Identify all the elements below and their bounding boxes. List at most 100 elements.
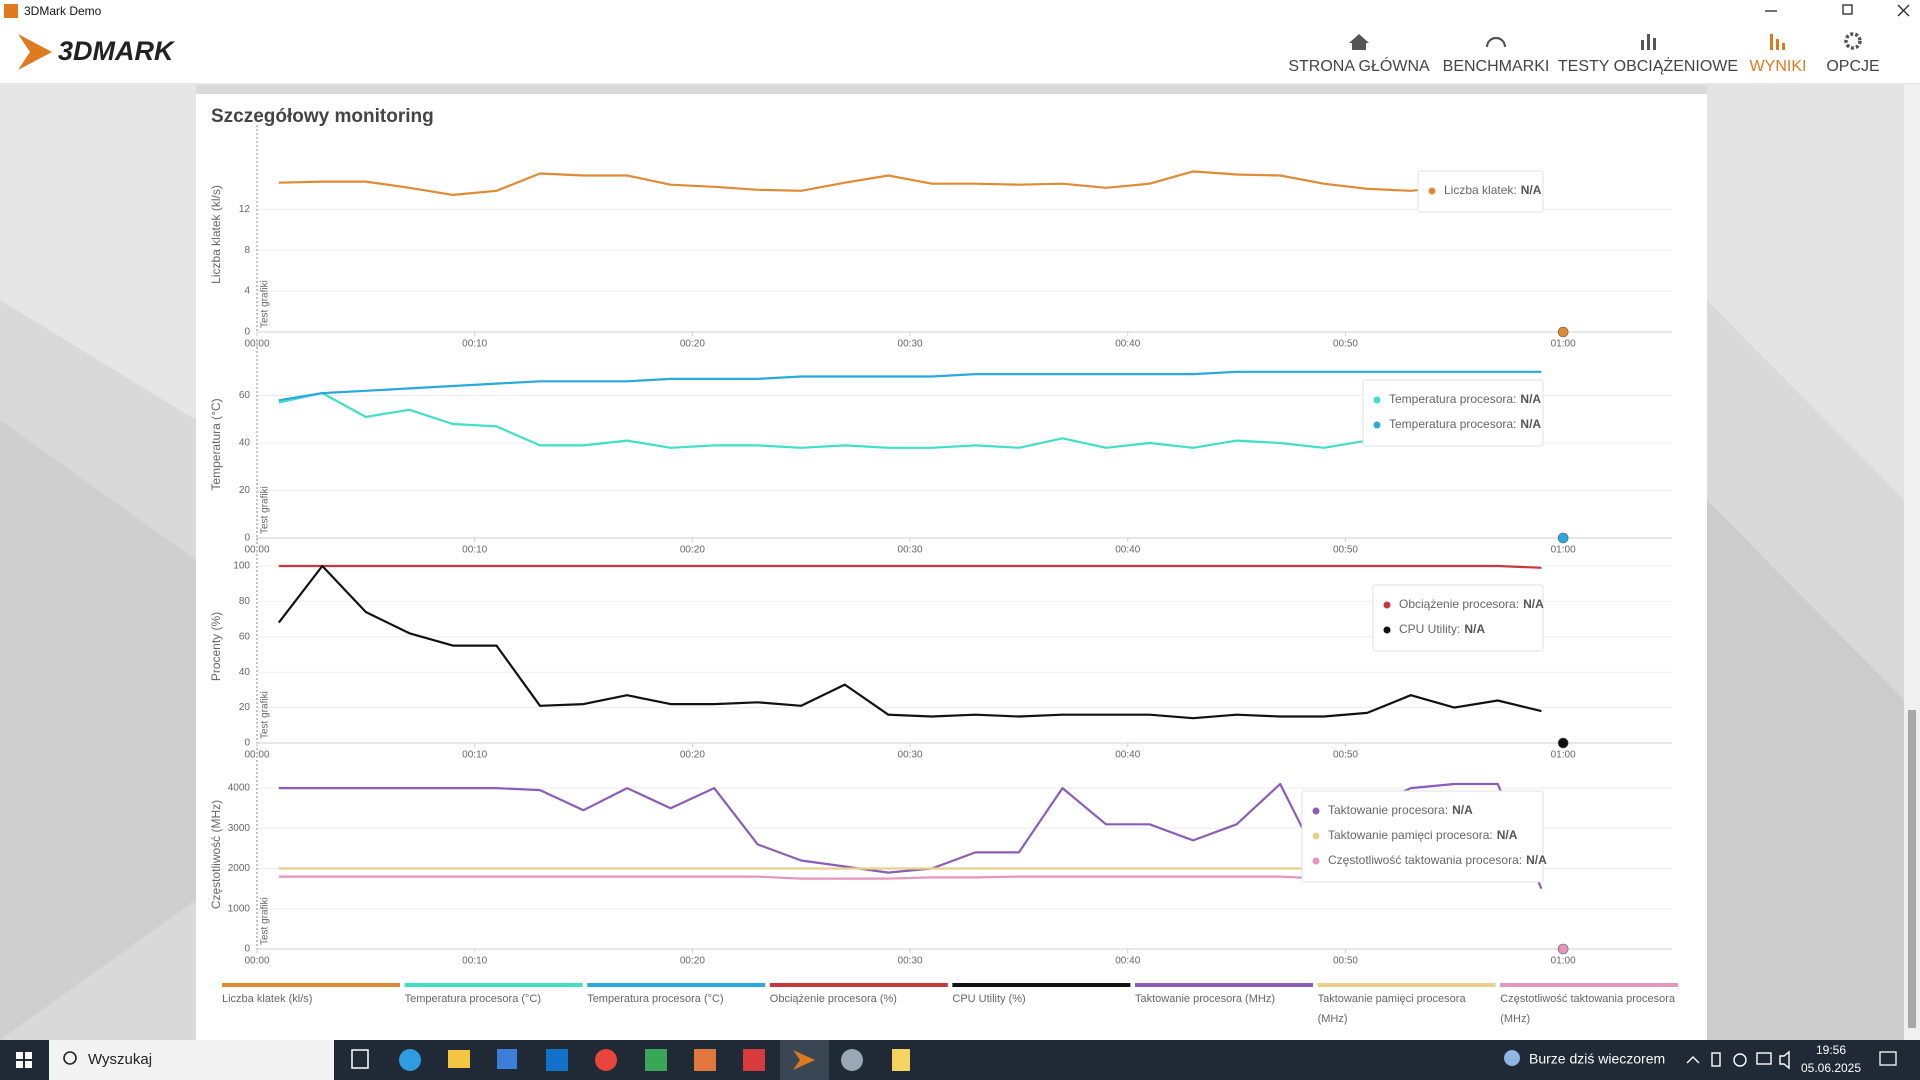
position-dot [1557, 943, 1569, 955]
logo[interactable]: 3DMARK [58, 36, 176, 66]
search-text[interactable]: Wyszukaj [88, 1051, 152, 1068]
start-tile[interactable] [25, 1061, 32, 1068]
tray-icon[interactable] [1756, 1052, 1772, 1065]
nav-item[interactable]: STRONA GŁÓWNA [1288, 56, 1430, 75]
legend-name: Temperatura procesora: [1389, 392, 1516, 406]
legend-entry: CPU Utility: N/A [1399, 622, 1485, 636]
legend-entry: Taktowanie procesora: N/A [1328, 803, 1473, 817]
x-tick-label: 00:20 [680, 750, 705, 761]
gear-icon [1844, 32, 1862, 50]
legend-value: N/A [1521, 183, 1542, 197]
task-view[interactable] [351, 1049, 369, 1069]
app-edge[interactable] [399, 1049, 421, 1071]
legend-bar [1135, 983, 1313, 987]
app-sheets[interactable] [645, 1049, 667, 1071]
app-notes[interactable] [892, 1049, 910, 1071]
legend-bar-label-box: Taktowanie pamięci procesora (MHz) [1317, 993, 1466, 1025]
header [0, 24, 1920, 84]
weather[interactable]: Burze dziś wieczorem [1529, 1051, 1665, 1067]
tray-volume[interactable] [1779, 1050, 1790, 1070]
x-tick-label: 01:00 [1551, 956, 1576, 967]
start-tile[interactable] [16, 1052, 23, 1059]
position-dot [1557, 326, 1569, 338]
app-paint[interactable] [841, 1049, 863, 1071]
search-box[interactable] [49, 1040, 334, 1080]
y-tick-label: 20 [239, 485, 251, 496]
tray-icons[interactable] [1686, 1050, 1790, 1070]
y-tick-label: 60 [239, 631, 251, 642]
position-dot [1557, 532, 1569, 544]
y-axis-label: Temperatura (°C) [209, 398, 223, 490]
maximize[interactable] [1842, 4, 1853, 15]
legend-bar [1500, 983, 1679, 987]
legend-dot [1312, 807, 1320, 815]
app-3dmark[interactable] [793, 1050, 815, 1070]
taskbar-apps[interactable] [351, 1040, 910, 1080]
start-tile[interactable] [25, 1052, 32, 1059]
scrollbar-thumb[interactable] [1908, 710, 1916, 1028]
app-slides[interactable] [694, 1049, 716, 1071]
x-tick-label: 00:30 [898, 339, 923, 350]
clock-time[interactable]: 19:56 [1816, 1043, 1846, 1057]
nav-item[interactable]: TESTY OBCIĄŻENIOWE [1558, 56, 1738, 75]
close[interactable] [1897, 4, 1910, 17]
legend-dot [1383, 626, 1391, 634]
app-chrome[interactable] [595, 1049, 617, 1071]
legend-box [1417, 170, 1544, 213]
nav-item[interactable]: BENCHMARKI [1443, 58, 1550, 75]
tray-chevron[interactable] [1686, 1056, 1700, 1064]
legend-bar-label-box: Taktowanie procesora (MHz) [1135, 993, 1275, 1005]
y-axis-label: Liczba klatek (kl/s) [209, 185, 223, 284]
legend-bar-label: Temperatura procesora (°C) [404, 993, 542, 1005]
x-tick-label: 00:20 [680, 956, 705, 967]
legend-value: N/A [1497, 828, 1518, 842]
x-tick-label: 00:50 [1333, 750, 1358, 761]
nav-item-active[interactable]: WYNIKI [1750, 58, 1807, 75]
panel-title: Szczegółowy monitoring [211, 106, 434, 127]
x-tick-label: 00:30 [898, 750, 923, 761]
x-tick-label: 01:00 [1551, 545, 1576, 556]
notifications[interactable] [1879, 1051, 1897, 1066]
legend-bar [404, 983, 583, 987]
legend-bar-label-box: Obciążenie procesora (%) [769, 993, 897, 1005]
app-outlook[interactable] [546, 1049, 568, 1071]
clock-date[interactable]: 05.06.2025 [1801, 1061, 1861, 1075]
nav-item[interactable]: OPCJE [1826, 58, 1879, 75]
app-explorer[interactable] [448, 1050, 470, 1068]
legend-value: N/A [1464, 622, 1485, 636]
y-tick-label: 0 [244, 533, 250, 544]
bg-shape [0, 420, 196, 1040]
x-tick-label: 00:00 [244, 956, 269, 967]
app-store[interactable] [497, 1049, 517, 1069]
results-icon [1776, 39, 1779, 50]
x-tick-label: 00:50 [1333, 956, 1358, 967]
legend-value: N/A [1523, 597, 1544, 611]
window-controls[interactable] [1765, 4, 1910, 17]
window-title: 3DMark Demo [24, 4, 102, 18]
x-tick-label: 00:40 [1115, 339, 1140, 350]
series-line [278, 564, 1542, 569]
app-tool[interactable] [743, 1049, 765, 1071]
legend-bar-label: Taktowanie procesora (MHz) [1135, 993, 1275, 1005]
results-icon [1782, 43, 1785, 50]
legend-bar [222, 983, 400, 987]
legend-bar-label: Częstotliwość taktowania procesora (MHz) [1500, 993, 1676, 1025]
legend-bar [952, 983, 1131, 987]
tray-icon[interactable] [1711, 1052, 1721, 1067]
legend-value: N/A [1526, 853, 1547, 867]
legend-bar-label: Taktowanie pamięci procesora (MHz) [1317, 993, 1466, 1025]
x-tick-label: 00:10 [462, 339, 487, 350]
x-tick-label: 00:20 [680, 545, 705, 556]
tray-icon[interactable] [1733, 1053, 1747, 1067]
legend-bar-label: Liczba klatek (kl/s) [222, 993, 313, 1005]
x-tick-label: 00:10 [462, 545, 487, 556]
y-axis-label: Częstotliwość (MHz) [209, 800, 223, 909]
y-tick-label: 40 [239, 667, 251, 678]
legend-bar-label: Obciążenie procesora (%) [769, 993, 897, 1005]
y-tick-label: 40 [239, 438, 251, 449]
start-tile[interactable] [16, 1061, 23, 1068]
marker-label: Test grafiki [260, 897, 271, 945]
start-button[interactable] [16, 1052, 32, 1068]
y-tick-label: 80 [239, 596, 251, 607]
